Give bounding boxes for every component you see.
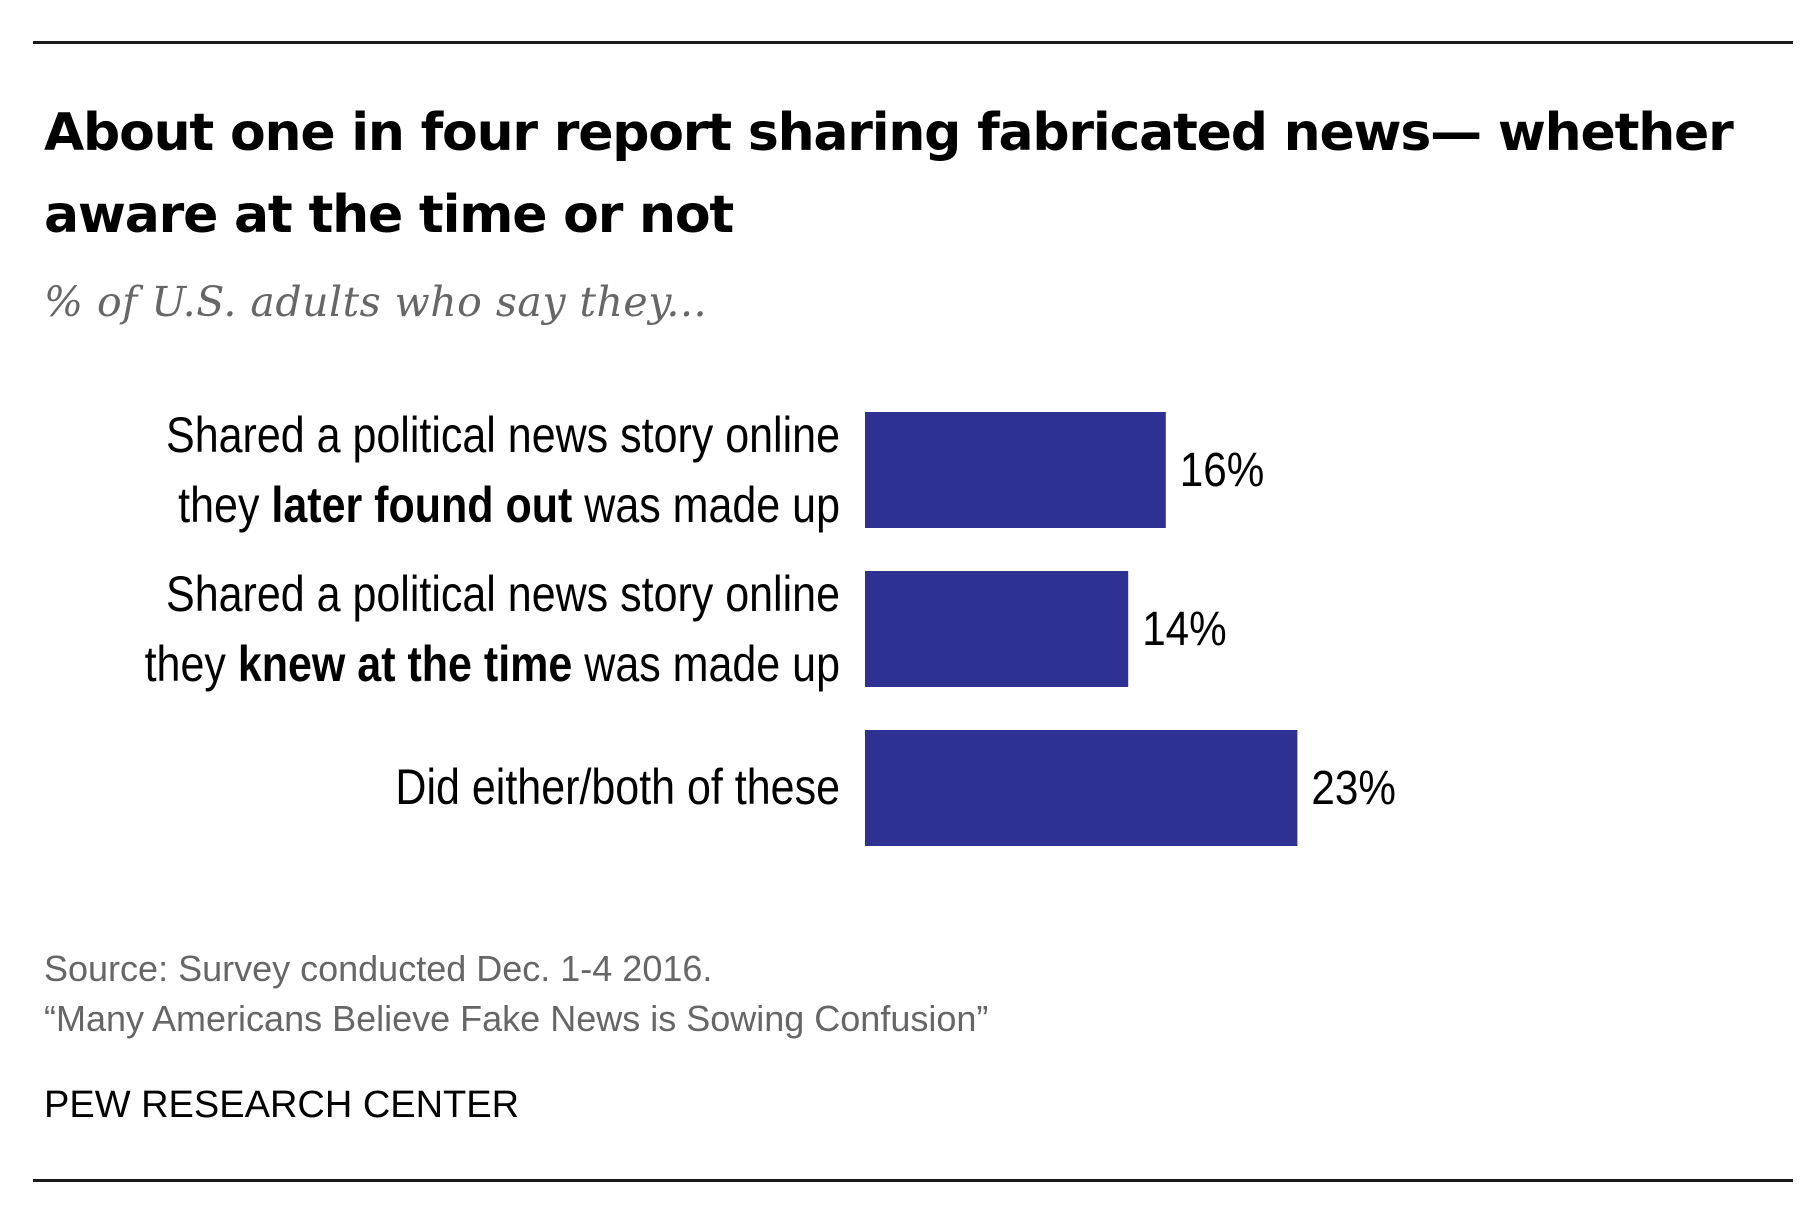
svg-text:they later found out was made: they later found out was made up — [178, 477, 840, 533]
top-rule — [33, 41, 1793, 44]
chart-subtitle: % of U.S. adults who say they... — [44, 278, 708, 326]
bar-chart: 16% Shared a political news story online t… — [145, 407, 1396, 846]
bar-2 — [865, 571, 1129, 687]
value-label-1: 16% — [1180, 442, 1265, 496]
bottom-rule — [33, 1179, 1793, 1182]
category-label-2: Shared a political news story online they… — [145, 566, 840, 692]
chart-title: About one in four report sharing fabrica… — [44, 103, 1734, 245]
svg-text:Shared a political news story: Shared a political news story online — [166, 407, 840, 463]
category-label-3: Did either/both of these — [395, 759, 840, 815]
source-note: Source: Survey conducted Dec. 1-4 2016. — [44, 948, 713, 989]
value-label-3: 23% — [1311, 760, 1396, 814]
bar-1 — [865, 412, 1166, 528]
category-label-1: Shared a political news story online they… — [166, 407, 840, 533]
svg-text:Shared a political news story: Shared a political news story online — [166, 566, 840, 622]
value-label-2: 14% — [1142, 601, 1227, 655]
bar-3 — [865, 730, 1298, 846]
report-title: “Many Americans Believe Fake News is Sow… — [44, 998, 989, 1039]
organization-name: PEW RESEARCH CENTER — [44, 1084, 520, 1126]
svg-text:they knew at the time was made: they knew at the time was made up — [145, 636, 840, 692]
svg-text:Did either/both of these: Did either/both of these — [395, 759, 840, 815]
